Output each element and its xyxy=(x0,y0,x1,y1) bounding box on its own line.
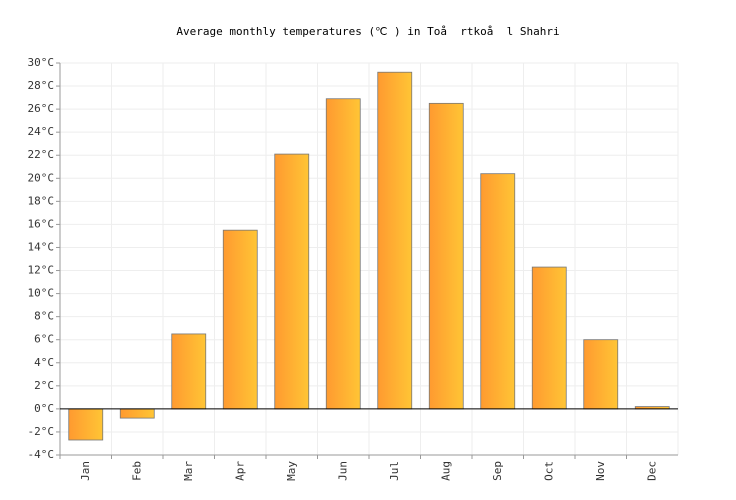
y-tick-label: -4°C xyxy=(28,448,55,461)
x-tick-label: Oct xyxy=(542,461,555,481)
chart-title: Average monthly temperatures (℃ ) in Toå… xyxy=(176,25,559,38)
y-tick-label: 12°C xyxy=(28,264,55,277)
y-tick-label: 20°C xyxy=(28,171,55,184)
bar xyxy=(325,98,361,410)
bar xyxy=(274,153,310,410)
x-tick-label: Jan xyxy=(79,461,92,481)
bar xyxy=(68,408,104,441)
bar xyxy=(480,173,516,410)
bar xyxy=(377,71,413,410)
bar xyxy=(428,102,464,410)
bar xyxy=(171,333,207,410)
y-tick-label: -2°C xyxy=(28,425,55,438)
bar xyxy=(119,408,155,419)
x-tick-label: Dec xyxy=(645,461,658,481)
y-tick-label: 18°C xyxy=(28,194,55,207)
x-tick-label: Apr xyxy=(233,461,246,481)
bar xyxy=(531,266,567,410)
x-tick-label: Sep xyxy=(491,461,504,481)
y-tick-label: 2°C xyxy=(34,379,54,392)
y-tick-label: 30°C xyxy=(28,56,55,69)
x-tick-label: Nov xyxy=(594,461,607,481)
bar xyxy=(222,229,258,410)
x-tick-label: Feb xyxy=(130,461,143,481)
y-tick-label: 14°C xyxy=(28,240,55,253)
y-tick-label: 28°C xyxy=(28,79,55,92)
y-tick-label: 16°C xyxy=(28,217,55,230)
x-tick-label: Aug xyxy=(439,461,452,481)
y-tick-label: 10°C xyxy=(28,287,55,300)
y-tick-label: 22°C xyxy=(28,148,55,161)
y-tick-label: 8°C xyxy=(34,310,54,323)
bar xyxy=(583,339,619,410)
x-tick-label: Jun xyxy=(336,461,349,481)
y-tick-label: 4°C xyxy=(34,356,54,369)
y-tick-label: 26°C xyxy=(28,102,55,115)
x-tick-label: Jul xyxy=(388,461,401,481)
x-tick-label: May xyxy=(285,461,298,481)
y-tick-label: 0°C xyxy=(34,402,54,415)
y-tick-label: 24°C xyxy=(28,125,55,138)
y-tick-label: 6°C xyxy=(34,333,54,346)
x-tick-label: Mar xyxy=(182,461,195,481)
